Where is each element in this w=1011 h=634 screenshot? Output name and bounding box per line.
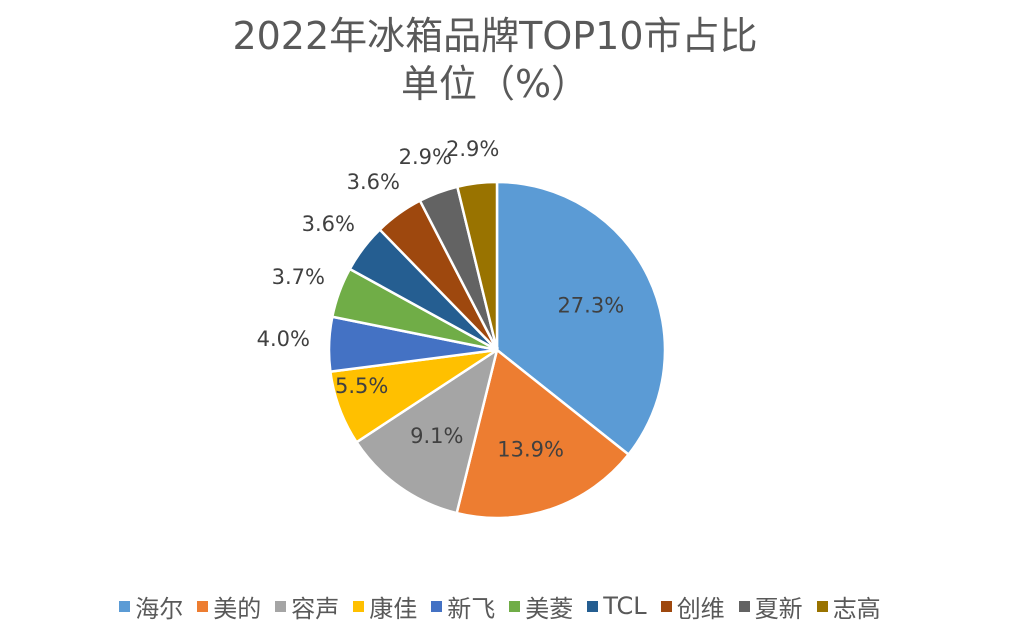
legend-swatch <box>509 600 521 612</box>
data-label: 3.6% <box>347 170 400 194</box>
legend-swatch <box>738 600 750 612</box>
legend-label: 容声 <box>291 594 340 623</box>
pie-slice <box>495 180 667 457</box>
legend-label: 美菱 <box>525 594 574 623</box>
legend-swatch <box>353 600 365 612</box>
chart-title: 2022年冰箱品牌TOP10市占比 <box>232 14 758 58</box>
legend-label: 海尔 <box>135 594 184 623</box>
legend-swatch <box>816 600 828 612</box>
pie-slice <box>455 180 499 351</box>
data-label: 3.6% <box>302 212 355 236</box>
legend-item: 康佳 <box>353 589 417 624</box>
legend-swatch <box>197 600 209 612</box>
legend-item: 美的 <box>197 589 261 624</box>
data-label: 2.9% <box>446 137 499 161</box>
legend-swatch <box>587 600 599 612</box>
data-label: 5.5% <box>335 374 388 398</box>
data-label: 9.1% <box>410 424 463 448</box>
legend-item: 海尔 <box>119 589 183 624</box>
legend-label: 创维 <box>676 594 725 623</box>
legend-item: 新飞 <box>431 589 495 624</box>
pie-slice <box>455 347 631 520</box>
data-label: 13.9% <box>497 438 564 462</box>
legend-item: 美菱 <box>509 589 573 624</box>
legend-swatch <box>660 600 672 612</box>
legend-item: 志高 <box>816 589 881 624</box>
chart-legend: 海尔 美的 容声 康佳 新飞 美菱 TCL 创维 夏新 志高 <box>0 588 1000 624</box>
legend-label: 夏新 <box>754 594 803 623</box>
pie-slice <box>354 347 499 515</box>
data-label: 3.7% <box>272 265 325 289</box>
legend-swatch <box>431 600 443 612</box>
legend-swatch <box>119 600 131 612</box>
legend-label: 志高 <box>832 594 881 623</box>
legend-swatch <box>275 600 287 612</box>
data-label: 4.0% <box>257 327 310 351</box>
data-label: 2.9% <box>399 145 452 169</box>
legend-label: TCL <box>603 592 647 620</box>
legend-item: TCL <box>587 592 647 620</box>
data-label: 27.3% <box>557 294 624 318</box>
legend-label: 美的 <box>213 594 262 623</box>
legend-item: 创维 <box>660 589 725 624</box>
legend-item: 夏新 <box>738 589 803 624</box>
legend-item: 容声 <box>275 589 339 624</box>
legend-label: 康佳 <box>369 594 418 623</box>
chart-subtitle: 单位（%） <box>400 62 590 106</box>
legend-label: 新飞 <box>447 594 496 623</box>
